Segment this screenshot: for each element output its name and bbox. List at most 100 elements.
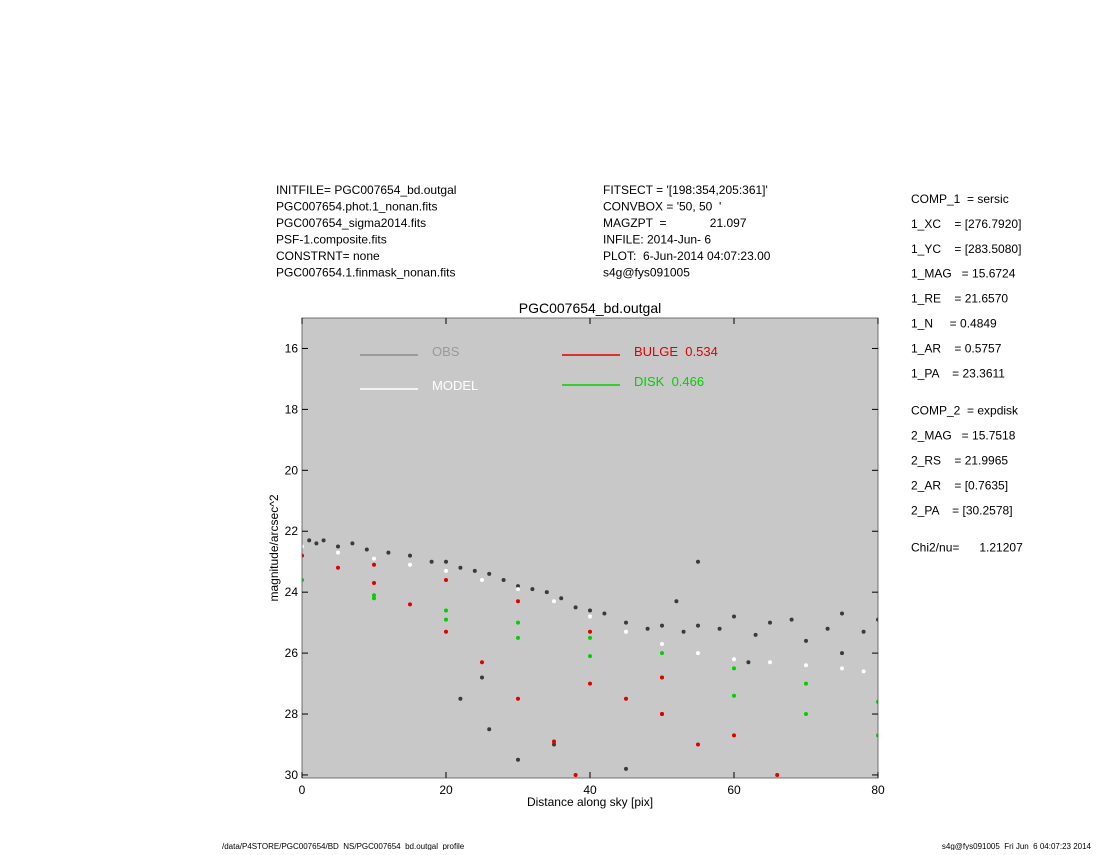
- data-point: [336, 544, 340, 549]
- data-point: [840, 666, 844, 671]
- data-point: [804, 712, 808, 717]
- data-point: [660, 623, 664, 628]
- parameter: COMP_1 = sersic: [911, 192, 1009, 206]
- data-point: [696, 742, 700, 747]
- data-point: [559, 596, 564, 601]
- data-point: [602, 611, 607, 616]
- legend-label: OBS: [432, 344, 460, 359]
- data-point: [386, 550, 391, 555]
- data-point: [732, 693, 736, 698]
- data-point: [336, 565, 340, 570]
- data-point: [444, 629, 448, 634]
- footer-right: s4g@fys091005 Fri Jun 6 04:07:23 2014: [942, 842, 1092, 850]
- data-point: [753, 632, 758, 637]
- plot-background: [302, 318, 878, 778]
- data-point: [516, 587, 520, 592]
- data-point: [624, 696, 628, 701]
- parameter: 1_N = 0.4849: [911, 317, 997, 331]
- header-line: PGC007654.phot.1_nonan.fits: [276, 200, 437, 214]
- data-point: [732, 657, 736, 662]
- data-point: [444, 577, 448, 582]
- legend-label: DISK 0.466: [634, 374, 704, 389]
- data-point: [624, 766, 628, 771]
- data-point: [516, 620, 520, 625]
- parameter: 1_RE = 21.6570: [911, 292, 1008, 306]
- data-point: [732, 666, 736, 671]
- header-line: s4g@fys091005: [603, 266, 690, 280]
- data-point: [336, 550, 340, 555]
- data-point: [501, 577, 506, 582]
- data-point: [552, 599, 556, 604]
- data-point: [876, 617, 878, 622]
- data-point: [732, 733, 736, 738]
- data-point: [840, 651, 844, 656]
- data-point: [544, 590, 549, 595]
- data-point: [444, 559, 448, 564]
- data-point: [588, 614, 592, 619]
- header-line: PGC007654.1.finmask_nonan.fits: [276, 266, 455, 280]
- legend-label: BULGE 0.534: [634, 344, 718, 359]
- data-point: [408, 602, 412, 607]
- parameter: 1_AR = 0.5757: [911, 341, 1002, 355]
- plot-area: [301, 317, 879, 779]
- y-tick-label: 24: [285, 585, 299, 599]
- data-point: [876, 733, 878, 738]
- data-point: [314, 541, 319, 546]
- y-tick-label: 20: [285, 463, 299, 477]
- data-point: [429, 559, 434, 564]
- data-point: [624, 629, 628, 634]
- y-tick-label: 30: [285, 768, 299, 782]
- data-point: [372, 562, 376, 567]
- data-point: [552, 742, 556, 747]
- parameter: 2_MAG = 15.7518: [911, 429, 1016, 443]
- data-point: [660, 675, 664, 680]
- data-point: [573, 772, 578, 777]
- data-point: [302, 553, 304, 558]
- data-point: [302, 544, 304, 549]
- data-point: [480, 577, 484, 582]
- data-point: [372, 581, 376, 586]
- data-point: [408, 562, 412, 567]
- data-point: [321, 538, 326, 543]
- data-point: [372, 596, 376, 601]
- header-line: CONVBOX = '50, 50 ': [603, 200, 721, 214]
- x-tick-label: 0: [299, 783, 306, 797]
- y-tick-label: 28: [285, 707, 299, 721]
- data-point: [516, 599, 520, 604]
- data-point: [458, 565, 463, 570]
- data-point: [775, 772, 780, 777]
- header-line: PGC007654_sigma2014.fits: [276, 216, 426, 230]
- parameter: COMP_2 = expdisk: [911, 404, 1019, 418]
- data-point: [480, 675, 484, 680]
- parameter: 1_MAG = 15.6724: [911, 267, 1016, 281]
- data-point: [516, 635, 520, 640]
- data-point: [307, 538, 312, 543]
- data-point: [516, 696, 520, 701]
- data-point: [302, 577, 304, 582]
- header-line: INFILE: 2014-Jun- 6: [603, 233, 711, 247]
- data-point: [876, 699, 878, 704]
- y-axis-label: magnitude/arcsec^2: [267, 494, 281, 601]
- data-point: [573, 605, 578, 610]
- x-axis-label: Distance along sky [pix]: [527, 795, 653, 809]
- data-point: [789, 617, 794, 622]
- data-point: [717, 626, 722, 631]
- header-line: MAGZPT = 21.097: [603, 216, 747, 230]
- data-point: [660, 641, 664, 646]
- data-point: [350, 541, 355, 546]
- data-point: [480, 660, 484, 665]
- data-point: [530, 587, 535, 592]
- data-point: [660, 651, 664, 656]
- data-point: [804, 638, 808, 643]
- data-point: [624, 620, 628, 625]
- data-point: [645, 626, 650, 631]
- data-point: [768, 660, 772, 665]
- data-point: [372, 593, 376, 598]
- data-point: [364, 547, 369, 552]
- data-point: [444, 617, 448, 622]
- data-point: [487, 571, 492, 576]
- data-point: [732, 614, 736, 619]
- x-tick-label: 40: [583, 783, 597, 797]
- header-line: PSF-1.composite.fits: [276, 233, 387, 247]
- parameter: Chi2/nu= 1.21207: [911, 541, 1023, 555]
